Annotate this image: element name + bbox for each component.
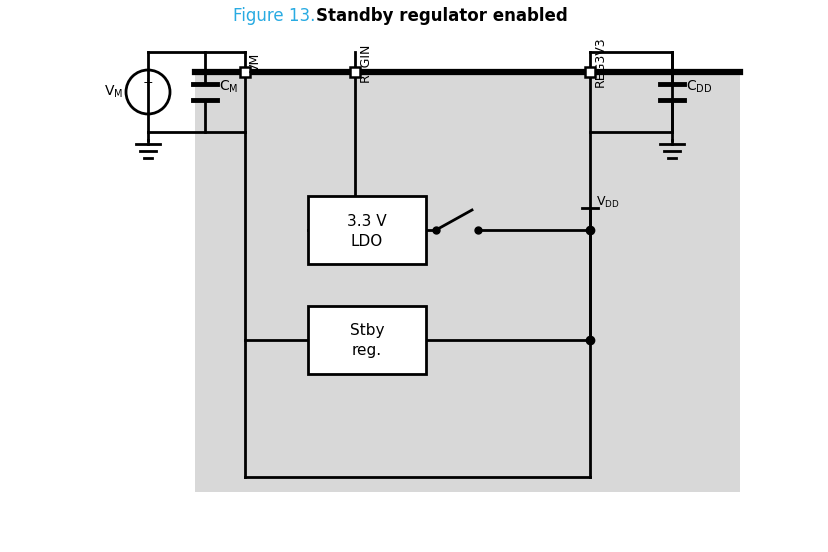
Bar	[195, 72, 739, 492]
Bar	[585, 67, 595, 77]
Text: $\mathregular{V_M}$: $\mathregular{V_M}$	[104, 84, 123, 100]
Text: Stby: Stby	[349, 323, 384, 338]
Text: 3.3 V: 3.3 V	[347, 214, 387, 229]
Bar	[240, 67, 250, 77]
Text: REGIN: REGIN	[359, 43, 372, 82]
Text: LDO: LDO	[350, 233, 383, 248]
Text: $\mathregular{C_{DD}}$: $\mathregular{C_{DD}}$	[686, 79, 711, 95]
Bar	[308, 196, 426, 264]
Text: reg.: reg.	[352, 343, 382, 358]
Text: $\mathregular{C_M}$: $\mathregular{C_M}$	[219, 79, 238, 95]
Text: +: +	[142, 76, 153, 88]
Text: $\mathregular{V_{DD}}$: $\mathregular{V_{DD}}$	[595, 194, 619, 210]
Text: REG3V3: REG3V3	[594, 36, 606, 87]
Bar	[349, 67, 359, 77]
Bar	[308, 306, 426, 374]
Text: VM: VM	[248, 52, 262, 72]
Text: Standby regulator enabled: Standby regulator enabled	[315, 7, 567, 25]
Text: Figure 13.: Figure 13.	[233, 7, 315, 25]
